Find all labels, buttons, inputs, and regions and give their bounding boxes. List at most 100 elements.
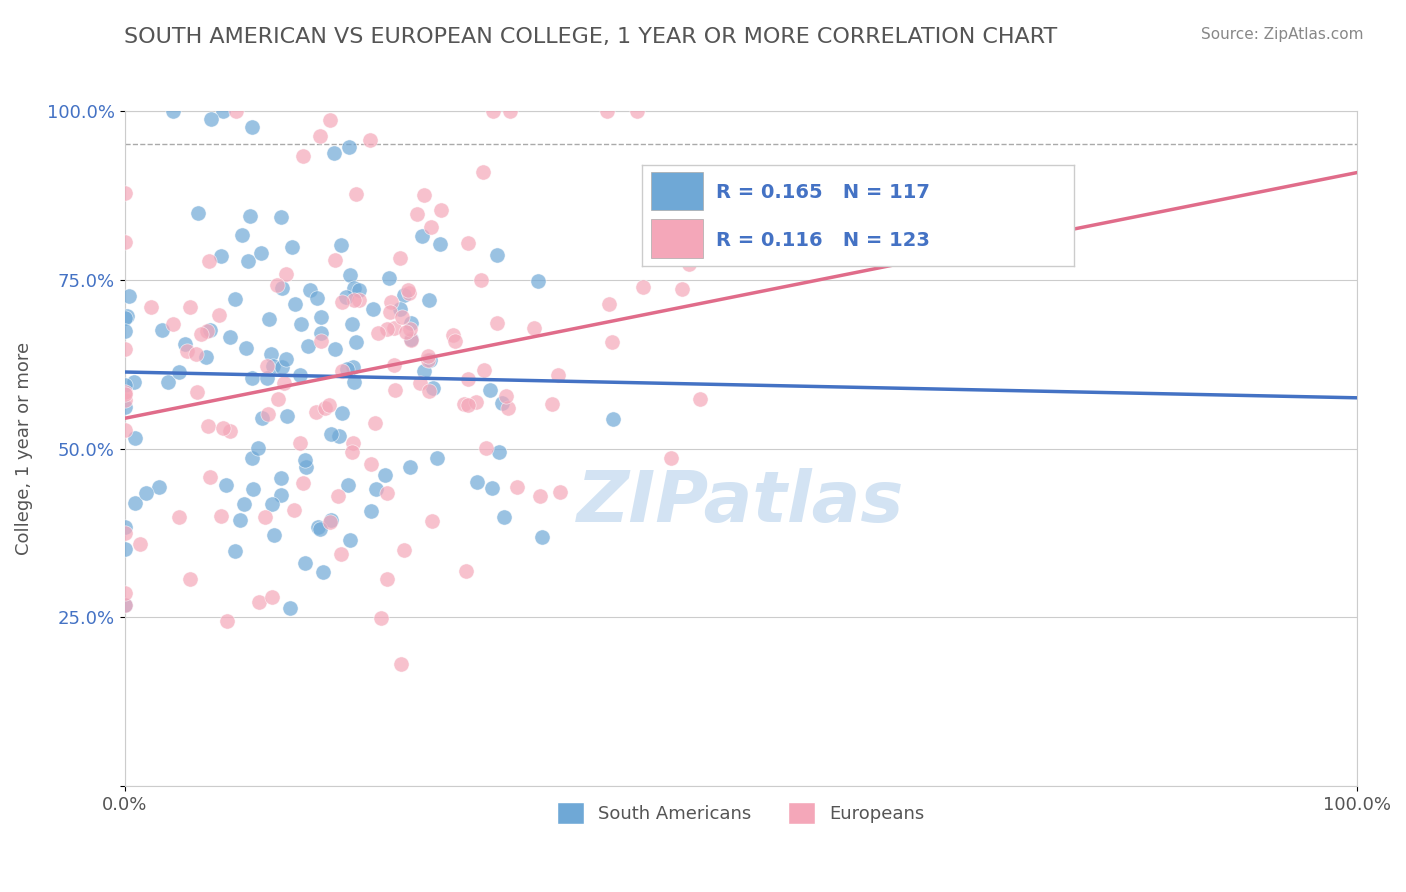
Point xyxy=(380,294,402,309)
Point xyxy=(361,301,384,316)
Point xyxy=(114,343,136,357)
Point xyxy=(305,404,328,418)
Point xyxy=(219,330,242,344)
Point xyxy=(256,407,278,421)
Point xyxy=(382,358,405,372)
Point xyxy=(322,146,344,161)
Point xyxy=(336,362,359,376)
Point xyxy=(399,333,422,347)
Point xyxy=(212,103,235,118)
Point xyxy=(318,515,340,529)
Point xyxy=(541,397,564,411)
Point xyxy=(602,412,624,426)
Point xyxy=(240,120,263,135)
Point xyxy=(344,187,367,202)
Point xyxy=(236,254,259,268)
Point xyxy=(184,347,207,361)
Point xyxy=(229,513,252,527)
Point xyxy=(124,496,146,510)
Text: Source: ZipAtlas.com: Source: ZipAtlas.com xyxy=(1201,27,1364,42)
Point xyxy=(486,248,509,262)
Point xyxy=(392,288,415,302)
Point xyxy=(367,326,389,340)
Point xyxy=(162,317,184,331)
Point xyxy=(526,274,548,288)
Point xyxy=(495,389,517,403)
Point xyxy=(114,598,136,612)
Point xyxy=(231,227,253,242)
Point xyxy=(257,312,280,326)
Point xyxy=(200,112,222,127)
Point xyxy=(339,533,361,547)
Point xyxy=(292,149,315,163)
Point xyxy=(626,103,648,118)
Point xyxy=(378,270,401,285)
Point xyxy=(224,292,246,306)
Point xyxy=(689,392,711,406)
Point xyxy=(598,297,620,311)
Point xyxy=(266,278,288,293)
Point xyxy=(114,599,136,613)
Point xyxy=(284,297,307,311)
Point xyxy=(671,282,693,296)
Point xyxy=(294,557,316,571)
Point xyxy=(114,401,136,415)
Text: ZIPatlas: ZIPatlas xyxy=(576,468,904,537)
Point xyxy=(678,257,700,271)
Point xyxy=(474,363,496,377)
Point xyxy=(441,327,464,342)
Point xyxy=(472,165,495,179)
Point xyxy=(173,337,195,351)
Point xyxy=(240,371,263,385)
Point xyxy=(260,590,283,604)
Point xyxy=(274,351,297,366)
Point xyxy=(416,353,439,368)
Point xyxy=(323,342,346,356)
Point xyxy=(295,460,318,475)
Point xyxy=(398,460,420,475)
Point xyxy=(453,397,475,411)
Point xyxy=(399,316,422,330)
Point xyxy=(278,601,301,615)
Point xyxy=(270,488,292,502)
Point xyxy=(418,293,440,307)
Point xyxy=(457,398,479,412)
Point xyxy=(114,385,136,400)
Point xyxy=(114,393,136,408)
Point xyxy=(162,103,184,118)
Point xyxy=(200,470,222,484)
Point xyxy=(186,384,208,399)
Point xyxy=(405,206,427,220)
Point xyxy=(416,349,439,363)
Point xyxy=(290,368,312,382)
Point xyxy=(456,564,478,578)
Point xyxy=(242,482,264,496)
Point xyxy=(281,239,304,253)
Point xyxy=(318,398,340,412)
Point xyxy=(633,279,655,293)
Point xyxy=(375,486,398,500)
Point xyxy=(176,343,198,358)
Point xyxy=(398,285,420,300)
Point xyxy=(342,359,364,374)
Point xyxy=(215,614,238,628)
Point xyxy=(118,289,141,303)
Point xyxy=(262,497,284,511)
Point xyxy=(114,235,136,249)
Point xyxy=(150,323,173,337)
Point xyxy=(129,537,152,551)
Point xyxy=(444,334,467,349)
Point xyxy=(479,383,502,397)
Point xyxy=(328,429,350,443)
Point xyxy=(240,451,263,466)
Point xyxy=(294,452,316,467)
Point xyxy=(114,541,136,556)
Point xyxy=(413,364,436,378)
Point xyxy=(309,522,332,536)
Point xyxy=(474,441,496,455)
Point xyxy=(344,335,367,350)
Point xyxy=(491,396,513,410)
Point xyxy=(430,202,453,217)
Point xyxy=(262,359,284,373)
Point xyxy=(330,294,353,309)
